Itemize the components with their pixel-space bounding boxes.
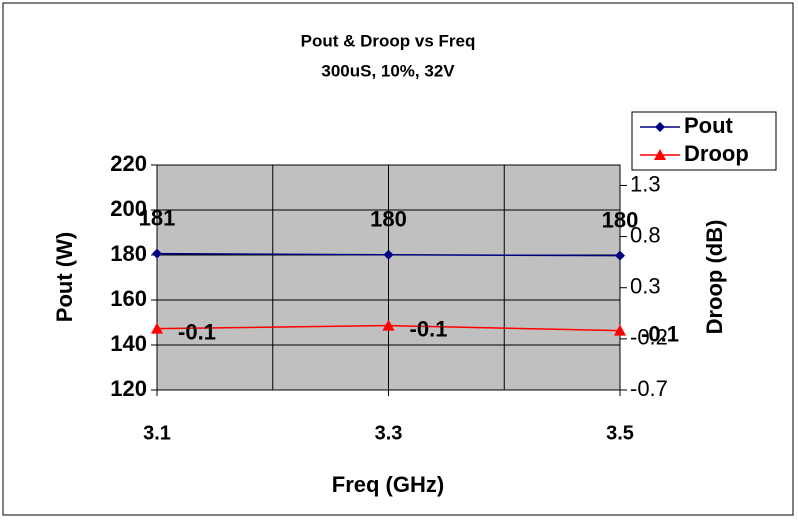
legend-marker	[655, 122, 665, 132]
data-label: -0.1	[410, 316, 448, 341]
data-label: -0.1	[178, 319, 216, 344]
y-axis-title: Pout (W)	[52, 232, 77, 322]
y-tick-label: 120	[110, 376, 147, 401]
data-label: 181	[139, 205, 176, 230]
legend-box	[631, 111, 777, 171]
data-label: 180	[602, 207, 639, 232]
y-tick-label: 160	[110, 286, 147, 311]
x-tick-label: 3.3	[375, 422, 403, 444]
y2-tick-label: 0.8	[630, 222, 661, 247]
point	[152, 248, 162, 259]
x-axis-title: Freq (GHz)	[332, 472, 444, 497]
y-tick-label: 220	[110, 151, 147, 176]
legend-label: Droop	[684, 141, 749, 166]
y2-tick-label: -0.7	[630, 376, 668, 401]
y-tick-label: 180	[110, 241, 147, 266]
plot-border	[156, 164, 621, 391]
data-label: 180	[370, 207, 407, 232]
chart-title: Pout & Droop vs Freq	[301, 31, 476, 50]
point	[151, 322, 163, 334]
y2-axis-title: Droop (dB)	[702, 220, 727, 335]
legend-marker	[654, 149, 666, 160]
y-tick-label: 140	[110, 331, 147, 356]
y2-tick-label: 0.3	[630, 274, 661, 299]
y2-tick-label: 1.3	[630, 171, 661, 196]
x-tick-label: 3.1	[143, 422, 171, 444]
x-tick-label: 3.5	[606, 422, 634, 444]
legend-label: Pout	[684, 113, 734, 138]
data-label: -0.1	[641, 321, 679, 346]
y2-tick-label: -0.2	[630, 325, 668, 350]
point	[615, 250, 625, 261]
y-tick-label: 200	[110, 196, 147, 221]
chart-subtitle: 300uS, 10%, 32V	[321, 61, 455, 80]
point	[614, 324, 626, 336]
point	[383, 249, 394, 260]
point	[382, 319, 395, 331]
